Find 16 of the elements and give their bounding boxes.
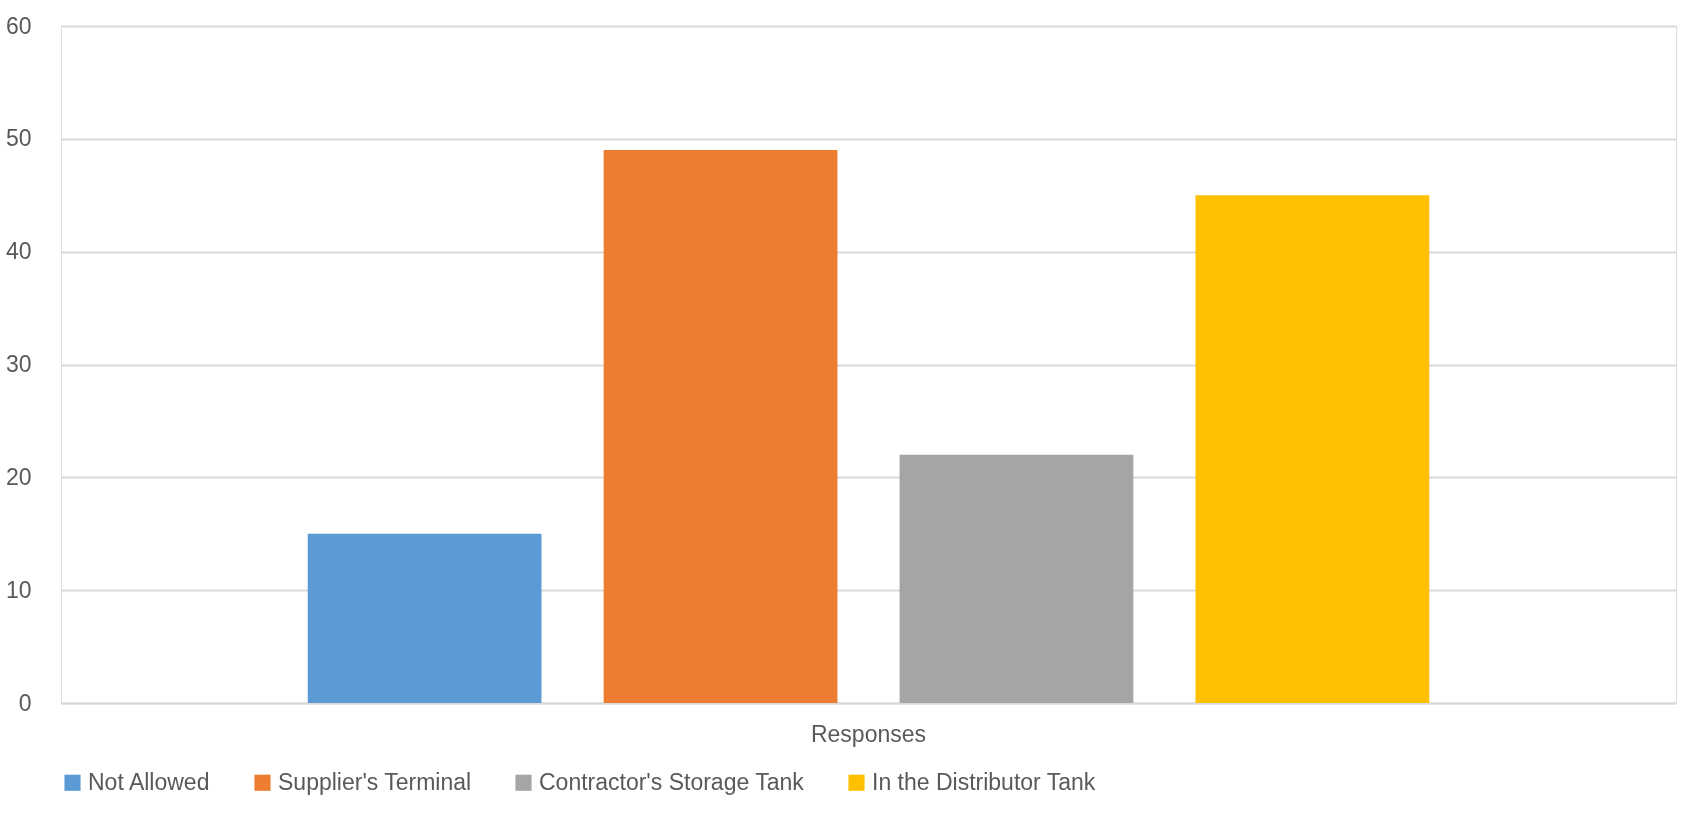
x-tick-label: Responses — [810, 720, 927, 747]
y-tick-label: 20 — [5, 463, 32, 490]
bar — [603, 150, 838, 703]
legend-label: Contractor's Storage Tank — [539, 768, 805, 795]
bar — [899, 454, 1134, 703]
bar — [307, 533, 542, 703]
y-tick-label: 50 — [5, 125, 32, 152]
y-tick-label: 40 — [5, 238, 32, 265]
legend-label: Not Allowed — [88, 768, 210, 795]
y-tick-label: 0 — [18, 689, 32, 716]
y-tick-label: 30 — [5, 351, 32, 377]
bar — [1195, 195, 1430, 703]
y-tick-label: 60 — [5, 12, 32, 39]
legend-label: In the Distributor Tank — [872, 768, 1096, 795]
legend-label: Supplier's Terminal — [278, 768, 472, 795]
y-tick-label: 10 — [5, 576, 32, 603]
